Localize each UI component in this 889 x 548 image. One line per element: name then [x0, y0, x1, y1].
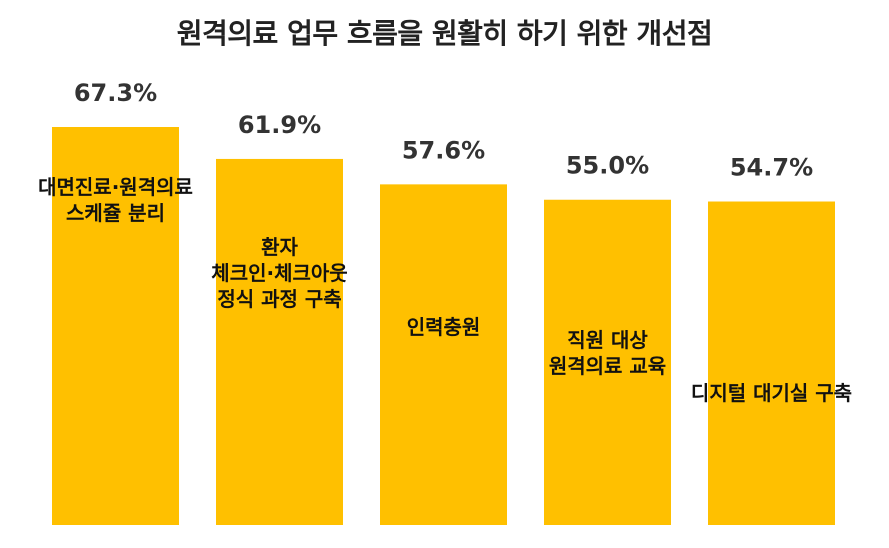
bar-5 — [708, 201, 835, 526]
bar-1 — [52, 127, 179, 525]
value-label-1: 67.3% — [74, 79, 157, 107]
category-label-line: 스케쥴 분리 — [66, 201, 165, 225]
value-label-4: 55.0% — [566, 152, 649, 180]
bar-4 — [544, 199, 671, 525]
category-label-line: 대면진료·원격의료 — [38, 175, 193, 199]
bar-3 — [380, 184, 507, 525]
category-label-5: 디지털 대기실 구축 — [691, 381, 852, 405]
category-label-line: 인력충원 — [407, 315, 481, 339]
value-label-3: 57.6% — [402, 136, 485, 164]
category-label-2: 환자 체크인·체크아웃 정식 과정 구축 — [211, 235, 347, 311]
value-label-5: 54.7% — [730, 154, 813, 182]
category-label-1: 대면진료·원격의료 스케쥴 분리 — [38, 175, 193, 225]
value-label-2: 61.9% — [238, 111, 321, 139]
category-label-line: 정식 과정 구축 — [217, 287, 341, 311]
bar-2 — [216, 158, 343, 525]
category-label-4: 직원 대상 원격의료 교육 — [549, 328, 666, 378]
category-label-line: 직원 대상 — [567, 328, 648, 352]
category-label-line: 체크인·체크아웃 — [211, 261, 347, 285]
category-label-line: 디지털 대기실 구축 — [691, 381, 852, 405]
category-label-line: 환자 — [261, 235, 298, 259]
category-label-line: 원격의료 교육 — [549, 354, 666, 378]
chart-title: 원격의료 업무 흐름을 원활히 하기 위한 개선점 — [176, 17, 713, 50]
category-label-3: 인력충원 — [407, 315, 481, 339]
